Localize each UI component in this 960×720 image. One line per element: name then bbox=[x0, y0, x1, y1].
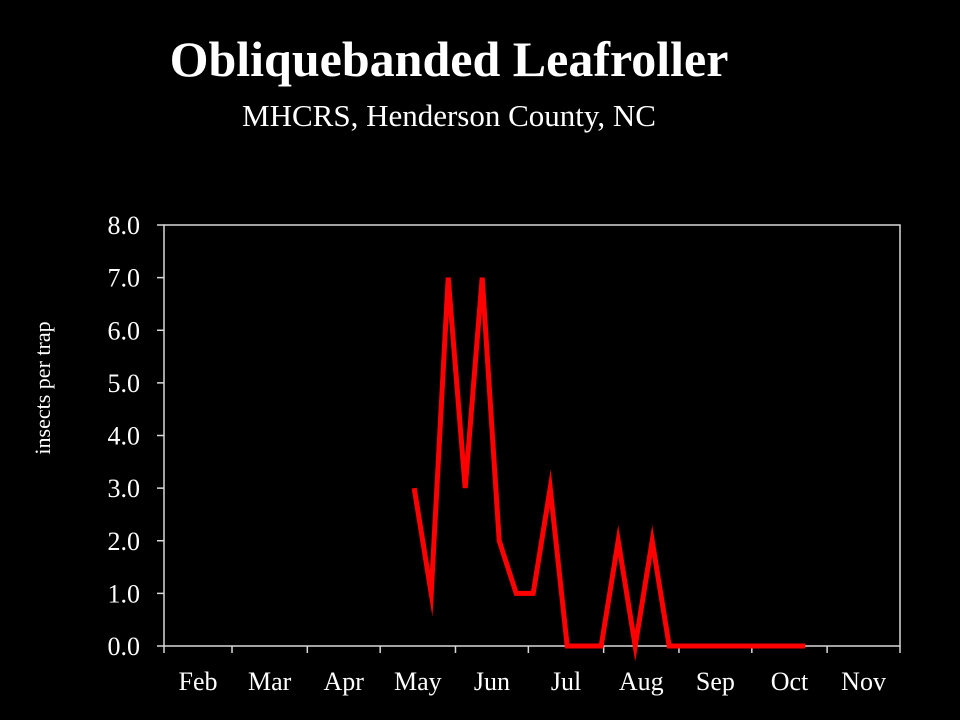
chart-title: Obliquebanded Leafroller bbox=[170, 31, 729, 87]
series-line bbox=[411, 277, 806, 662]
x-tick-label: Jun bbox=[474, 667, 510, 696]
plot-area bbox=[163, 224, 901, 647]
x-tick-label: Oct bbox=[771, 667, 809, 696]
y-tick-label: 4.0 bbox=[108, 422, 141, 451]
y-tick-label: 5.0 bbox=[108, 369, 141, 398]
x-tick-label: May bbox=[394, 667, 442, 696]
y-tick-label: 8.0 bbox=[108, 211, 141, 240]
x-tick-label: Mar bbox=[248, 667, 292, 696]
x-axis: Feb Mar Apr May Jun Jul Aug Sep Oct Nov bbox=[163, 646, 901, 696]
y-tick-label: 7.0 bbox=[108, 264, 141, 293]
x-tick-label: Aug bbox=[619, 667, 664, 696]
y-tick-label: 0.0 bbox=[108, 632, 141, 661]
y-tick-label: 3.0 bbox=[108, 474, 141, 503]
y-tick-label: 6.0 bbox=[108, 316, 141, 345]
x-tick-label: Apr bbox=[324, 667, 365, 696]
series-layer bbox=[411, 277, 806, 662]
y-tick-label: 1.0 bbox=[108, 579, 141, 608]
x-tick-label: Sep bbox=[696, 667, 735, 696]
x-tick-label: Jul bbox=[551, 667, 581, 696]
y-axis-label: insects per trap bbox=[30, 321, 55, 454]
chart-subtitle: MHCRS, Henderson County, NC bbox=[242, 98, 656, 133]
y-axis: 0.0 1.0 2.0 3.0 4.0 5.0 6.0 7.0 8.0 bbox=[108, 211, 164, 661]
y-tick-label: 2.0 bbox=[108, 527, 141, 556]
x-tick-label: Feb bbox=[179, 667, 218, 696]
x-tick-label: Nov bbox=[841, 667, 886, 696]
